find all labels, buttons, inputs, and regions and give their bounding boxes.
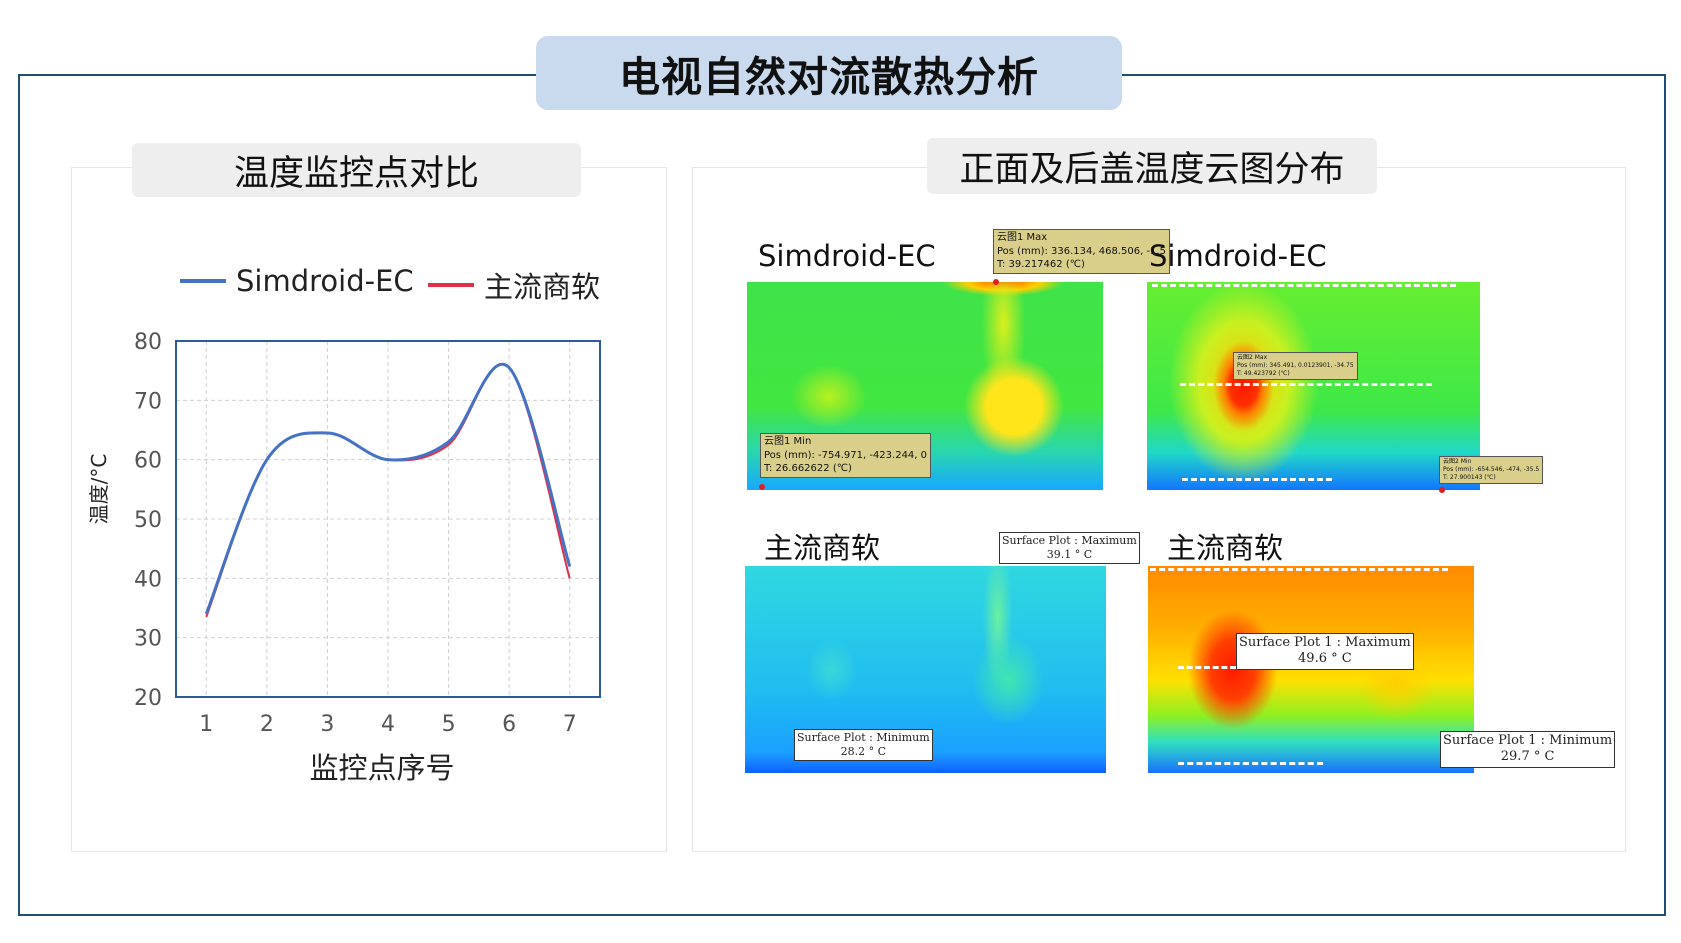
legend-label-commercial: 主流商软 bbox=[484, 270, 601, 304]
map2-max-probe: 云图2 Max Pos (mm): 345.491, 0.0123901, -3… bbox=[1233, 352, 1358, 381]
chart-ticks: 20 30 40 50 60 70 80 1 2 3 4 5 6 7 bbox=[134, 330, 577, 737]
y-axis-label: 温度/°C bbox=[87, 454, 111, 525]
map3-min-label: Surface Plot : Minimum 28.2 ° C bbox=[794, 729, 933, 761]
map4-contour-image bbox=[1148, 566, 1474, 773]
map1-max-marker bbox=[993, 279, 999, 285]
map2-dashed-line-bottom bbox=[1182, 478, 1332, 481]
x-tick-label: 1 bbox=[199, 712, 213, 737]
map4-dashed-line-top bbox=[1150, 568, 1448, 571]
legend-label-simdroid: Simdroid-EC bbox=[236, 264, 414, 298]
map4-dashed-line-bottom bbox=[1178, 762, 1323, 765]
y-tick-label: 20 bbox=[134, 686, 162, 711]
legend-item-simdroid: Simdroid-EC bbox=[180, 264, 414, 298]
map3-label: 主流商软 bbox=[764, 531, 881, 565]
y-tick-label: 80 bbox=[134, 330, 162, 355]
map2-dashed-line-mid bbox=[1180, 383, 1432, 386]
chart-panel-title: 温度监控点对比 bbox=[132, 143, 581, 197]
y-tick-label: 60 bbox=[134, 449, 162, 474]
map2-contour-image bbox=[1147, 282, 1480, 490]
plot-area-border bbox=[175, 340, 601, 698]
map4-label: 主流商软 bbox=[1167, 531, 1284, 565]
y-tick-label: 50 bbox=[134, 508, 162, 533]
map2-label: Simdroid-EC bbox=[1149, 239, 1327, 273]
x-tick-label: 6 bbox=[502, 712, 516, 737]
contour-panel-title: 正面及后盖温度云图分布 bbox=[927, 138, 1377, 194]
map1-max-probe: 云图1 Max Pos (mm): 336.134, 468.506, -1.5… bbox=[993, 229, 1170, 274]
map1-min-marker bbox=[759, 484, 765, 490]
x-tick-label: 7 bbox=[563, 712, 577, 737]
legend-item-commercial: 主流商软 bbox=[428, 264, 600, 306]
map3-max-label: Surface Plot : Maximum 39.1 ° C bbox=[999, 532, 1140, 564]
map4-dashed-line-mid bbox=[1178, 666, 1236, 669]
map2-dashed-line-top bbox=[1152, 284, 1456, 287]
map2-min-probe: 云图2 Min Pos (mm): -654.546, -474, -35.5 … bbox=[1439, 456, 1544, 485]
y-tick-label: 70 bbox=[134, 389, 162, 414]
map1-label: Simdroid-EC bbox=[758, 239, 936, 273]
map4-max-label: Surface Plot 1 : Maximum 49.6 ° C bbox=[1236, 633, 1414, 670]
series-line-simdroid bbox=[204, 363, 572, 615]
x-tick-label: 3 bbox=[320, 712, 334, 737]
chart-panel bbox=[71, 167, 667, 852]
legend-swatch-blue bbox=[180, 279, 226, 283]
chart-series bbox=[204, 363, 572, 618]
x-tick-label: 2 bbox=[260, 712, 274, 737]
x-tick-label: 5 bbox=[442, 712, 456, 737]
y-tick-label: 30 bbox=[134, 627, 162, 652]
map2-min-marker bbox=[1439, 487, 1445, 493]
x-tick-label: 4 bbox=[381, 712, 395, 737]
map4-min-label: Surface Plot 1 : Minimum 29.7 ° C bbox=[1440, 731, 1616, 768]
x-axis-label: 监控点序号 bbox=[309, 751, 454, 785]
chart-grid bbox=[176, 341, 600, 697]
page-title: 电视自然对流散热分析 bbox=[536, 36, 1122, 110]
map1-min-probe: 云图1 Min Pos (mm): -754.971, -423.244, 0 … bbox=[760, 433, 932, 478]
y-tick-label: 40 bbox=[134, 567, 162, 592]
legend-swatch-red bbox=[428, 283, 474, 287]
